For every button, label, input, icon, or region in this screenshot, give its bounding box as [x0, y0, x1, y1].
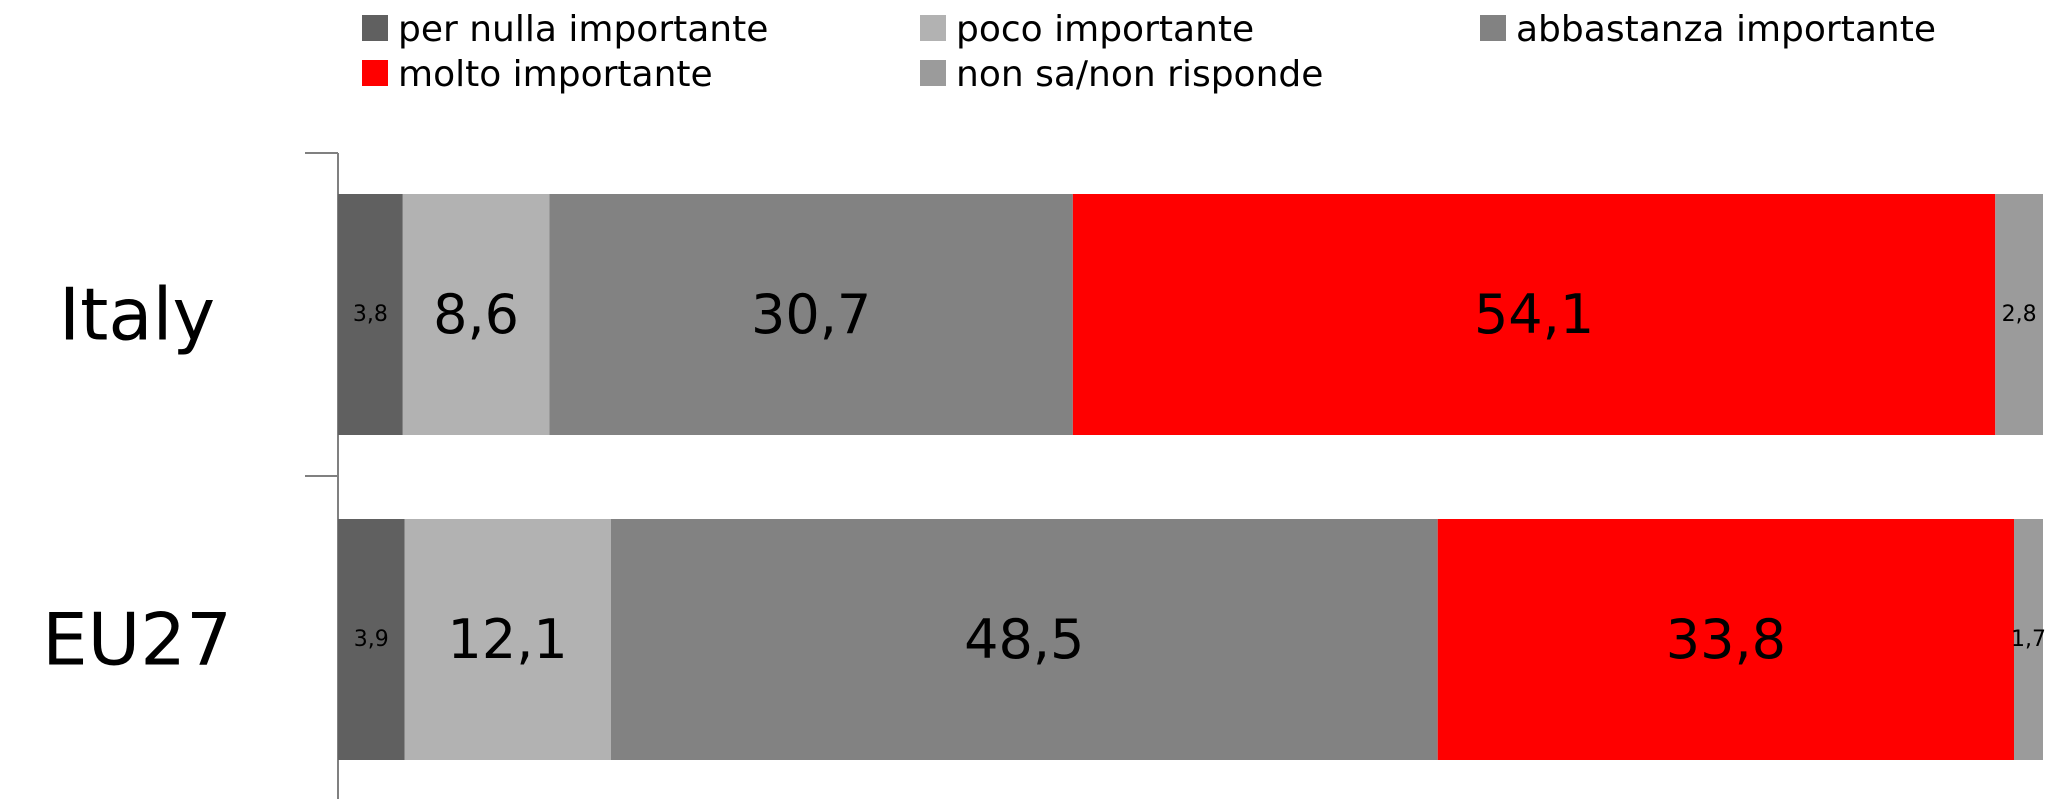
legend-swatch [362, 15, 388, 41]
legend-item-non-sa-non-risponde: non sa/non risponde [920, 54, 1323, 95]
bar-segment-eu27-per-nulla-importante [338, 519, 405, 760]
legend-item-per-nulla-importante: per nulla importante [362, 9, 768, 50]
legend-label: non sa/non risponde [956, 54, 1323, 95]
data-label: 33,8 [1666, 608, 1786, 671]
bar-segment-italy-per-nulla-importante [338, 194, 403, 435]
category-label-italy: Italy [59, 273, 215, 357]
legend: per nulla importante poco importante abbas… [362, 9, 1936, 95]
bar-segment-italy-poco-importante [402, 194, 550, 435]
legend-label: poco importante [956, 9, 1254, 50]
data-label: 2,8 [2002, 302, 2037, 327]
bar-segment-italy-non-sa-non-risponde [1995, 194, 2043, 435]
legend-label: per nulla importante [398, 9, 768, 50]
data-label: 12,1 [448, 608, 568, 671]
legend-item-poco-importante: poco importante [920, 9, 1254, 50]
legend-swatch [1480, 15, 1506, 41]
legend-item-abbastanza-importante: abbastanza importante [1480, 9, 1936, 50]
data-label: 3,9 [354, 627, 389, 652]
data-label: 1,7 [2011, 627, 2046, 652]
bar-segment-eu27-poco-importante [404, 519, 611, 760]
bar-segment-italy-molto-importante [1072, 194, 1996, 435]
bar-segment-eu27-non-sa-non-risponde [2014, 519, 2043, 760]
legend-label: molto importante [398, 54, 713, 95]
bar-segment-italy-abbastanza-importante [549, 194, 1073, 435]
legend-swatch [920, 15, 946, 41]
data-label: 3,8 [353, 302, 388, 327]
plot-area: Italy 3,8 8,6 30,7 54,1 2,8 EU27 3,9 12,1 48,5 33,… [42, 194, 2046, 760]
bar-segment-eu27-molto-importante [1437, 519, 2015, 760]
legend-item-molto-importante: molto importante [362, 54, 713, 95]
data-label: 48,5 [964, 608, 1084, 671]
legend-swatch [362, 60, 388, 86]
data-label: 30,7 [751, 283, 871, 346]
legend-swatch [920, 60, 946, 86]
data-label: 54,1 [1474, 283, 1594, 346]
bar-segment-eu27-abbastanza-importante [610, 519, 1438, 760]
data-label: 8,6 [433, 283, 519, 346]
legend-label: abbastanza importante [1516, 9, 1936, 50]
category-label-eu27: EU27 [42, 598, 232, 682]
